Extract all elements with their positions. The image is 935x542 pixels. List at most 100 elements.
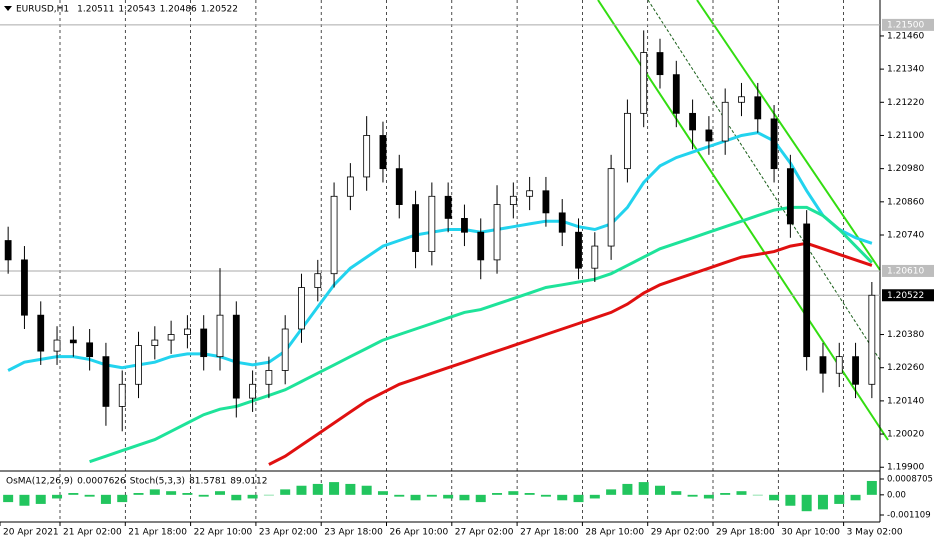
candle-body [167, 334, 175, 341]
candle-body [624, 112, 631, 170]
osma-bar [377, 491, 388, 495]
osma-bar [573, 494, 584, 503]
level-label-box [882, 18, 934, 31]
osma-tick-label: -0.001109 [887, 511, 931, 521]
candle-body [461, 218, 468, 233]
candle-body [575, 231, 582, 269]
candle-body [53, 339, 61, 352]
osma-bar [345, 483, 356, 495]
osma-bar [68, 493, 79, 495]
candle-body [184, 328, 191, 335]
x-tick-label: 27 Apr 02:00 [455, 528, 514, 538]
osma-bar [52, 494, 63, 499]
x-tick-label: 27 Apr 18:00 [520, 528, 579, 538]
osma-bar [410, 494, 421, 501]
osma-bar [149, 489, 160, 495]
candle-body [346, 176, 354, 197]
candle-body [852, 356, 859, 385]
osma-bar [426, 494, 437, 497]
candle-body [786, 168, 794, 225]
y-tick-label: 1.20740 [887, 231, 924, 241]
candle-body [705, 129, 713, 142]
osma-bar [606, 489, 617, 495]
osma-bar [19, 494, 30, 506]
y-tick-label: 1.20020 [887, 430, 924, 440]
candle-body [591, 245, 599, 269]
osma-bar [35, 494, 46, 504]
y-tick-label: 1.20380 [887, 330, 924, 340]
osma-bar [182, 493, 193, 495]
candle-body [835, 356, 843, 374]
candle-body [314, 273, 322, 288]
candle-body [526, 190, 534, 197]
candle-body [428, 195, 436, 252]
candle-body [656, 52, 664, 76]
level-label: 1.20610 [887, 266, 924, 276]
osma-bar [247, 494, 258, 499]
candle-body [444, 195, 452, 219]
moving-average [89, 205, 873, 464]
candle-body [868, 294, 876, 385]
level-label: 1.21500 [887, 20, 924, 30]
candle-body [216, 314, 224, 358]
x-tick-label: 21 Apr 18:00 [128, 528, 187, 538]
candle-body [363, 135, 371, 178]
channel-line [696, 0, 881, 271]
osma-bar [475, 494, 486, 503]
candle-body [86, 342, 94, 358]
osma-bar [312, 483, 323, 495]
osma-bar [508, 491, 519, 495]
level-label-box [882, 264, 934, 277]
candle-body [200, 328, 208, 358]
candle-body [379, 135, 387, 170]
osma-bar [329, 482, 340, 495]
candle-body [738, 96, 745, 103]
header-value: 1.20511 [77, 5, 114, 15]
header-value: 1.20522 [201, 5, 238, 15]
osma-bar [736, 491, 747, 495]
osma-bar [443, 494, 454, 499]
candle-body [298, 287, 305, 330]
y-tick-label: 1.21100 [887, 131, 924, 141]
osma-bar [263, 494, 274, 496]
x-tick-label: 29 Apr 02:00 [651, 528, 710, 538]
candle-body [721, 101, 729, 142]
osma-bar [638, 482, 649, 495]
osma-bar [524, 493, 535, 495]
candle-body [118, 383, 126, 407]
osma-bar [117, 494, 128, 503]
x-tick-label: 20 Apr 2021 [3, 528, 59, 538]
osma-bar [866, 480, 877, 495]
indicator-label: 0.0007626 [77, 477, 126, 487]
osma-bar [752, 494, 763, 496]
candle-body [672, 74, 680, 114]
x-tick-label: 22 Apr 10:00 [194, 528, 253, 538]
candle-body [542, 190, 550, 214]
osma-bar [166, 491, 177, 495]
candle-body [330, 195, 338, 275]
indicator-label: Stoch(5,3,3) [130, 477, 185, 487]
candle-body [803, 223, 811, 358]
osma-bar [801, 494, 812, 512]
candle-body [640, 52, 648, 114]
y-tick-label: 1.21220 [887, 98, 924, 108]
indicator-label: OsMA(12,26,9) [6, 477, 73, 487]
osma-bar [540, 494, 551, 497]
candle-body [493, 204, 501, 261]
osma-bar [785, 494, 796, 506]
x-tick-label: 29 Apr 18:00 [716, 528, 775, 538]
osma-bar [720, 493, 731, 495]
candle-body [21, 259, 28, 316]
x-tick-label: 3 May 02:00 [847, 528, 903, 538]
osma-bar [622, 483, 633, 495]
y-tick-label: 1.20140 [887, 396, 924, 406]
x-tick-label: 28 Apr 10:00 [585, 528, 644, 538]
osma-bar [3, 494, 14, 503]
osma-bar [687, 494, 698, 497]
osma-bar [361, 485, 372, 495]
osma-bar [557, 494, 568, 501]
menu-triangle[interactable] [4, 6, 12, 11]
level-label: 1.20522 [887, 291, 924, 301]
osma-bar [655, 485, 665, 495]
